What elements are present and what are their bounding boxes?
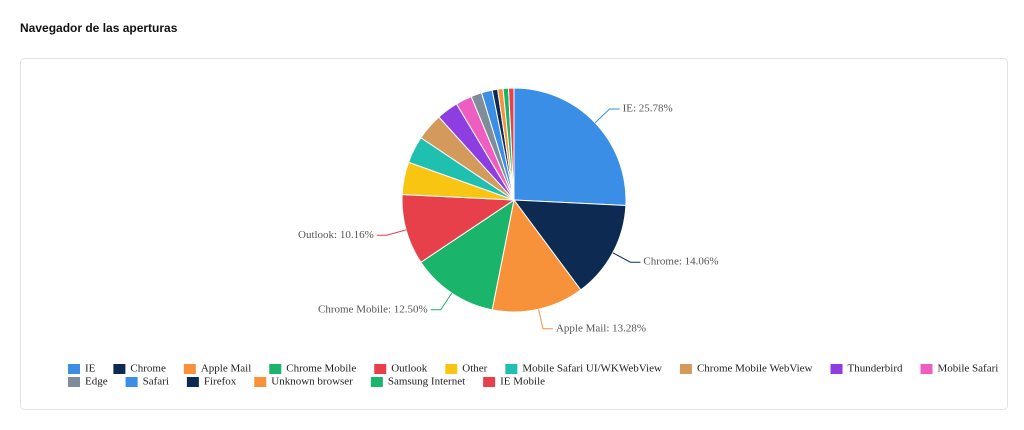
legend-swatch[interactable] xyxy=(370,377,383,387)
legend-label[interactable]: Chrome Mobile xyxy=(286,363,356,375)
legend-swatch[interactable] xyxy=(445,364,458,374)
legend-label[interactable]: Chrome xyxy=(130,363,166,375)
data-label: Chrome Mobile: 12.50% xyxy=(318,303,428,315)
legend-label[interactable]: Other xyxy=(462,363,487,375)
data-label: Outlook: 10.16% xyxy=(298,229,374,241)
legend-label[interactable]: Samsung Internet xyxy=(388,376,465,388)
data-label: Apple Mail: 13.28% xyxy=(556,322,646,334)
legend-label[interactable]: Outlook xyxy=(391,363,428,375)
legend-swatch[interactable] xyxy=(125,377,138,387)
legend-swatch[interactable] xyxy=(113,364,126,374)
legend-swatch[interactable] xyxy=(183,364,196,374)
legend-swatch[interactable] xyxy=(269,364,282,374)
legend-label[interactable]: IE xyxy=(85,363,96,375)
leader-line xyxy=(430,292,453,311)
legend-label[interactable]: Chrome Mobile WebView xyxy=(697,363,813,375)
pie-slice xyxy=(513,87,627,207)
legend-swatch[interactable] xyxy=(374,364,387,374)
leader-line xyxy=(594,108,620,124)
legend-label[interactable]: Mobile Safari xyxy=(938,363,999,375)
data-label: IE: 25.78% xyxy=(623,103,673,115)
leader-line xyxy=(612,252,641,263)
legend-swatch[interactable] xyxy=(830,364,843,374)
legend-label[interactable]: Firefox xyxy=(204,376,237,388)
legend-label[interactable]: IE Mobile xyxy=(500,376,545,388)
pie-slice xyxy=(491,198,582,313)
legend-label[interactable]: Mobile Safari UI/WKWebView xyxy=(522,363,662,375)
pie-slice xyxy=(507,87,515,201)
legend-swatch[interactable] xyxy=(679,364,692,374)
legend-swatch[interactable] xyxy=(483,377,496,387)
legend-label[interactable]: Edge xyxy=(85,376,108,388)
legend-label[interactable]: Safari xyxy=(143,376,169,388)
legend-swatch[interactable] xyxy=(254,377,267,387)
legend-swatch[interactable] xyxy=(505,364,518,374)
data-label: Chrome: 14.06% xyxy=(643,256,718,268)
legend-swatch[interactable] xyxy=(186,377,199,387)
legend-label[interactable]: Unknown browser xyxy=(271,376,353,388)
leader-line xyxy=(376,229,407,236)
legend-swatch[interactable] xyxy=(920,364,933,374)
legend-label[interactable]: Thunderbird xyxy=(848,363,903,375)
legend-label[interactable]: Apple Mail xyxy=(201,363,251,375)
chart-title: Navegador de las aperturas xyxy=(20,21,178,35)
pie-slice xyxy=(401,193,516,263)
leader-line xyxy=(538,309,553,330)
legend-swatch[interactable] xyxy=(68,377,80,387)
legend-swatch[interactable] xyxy=(68,364,80,374)
